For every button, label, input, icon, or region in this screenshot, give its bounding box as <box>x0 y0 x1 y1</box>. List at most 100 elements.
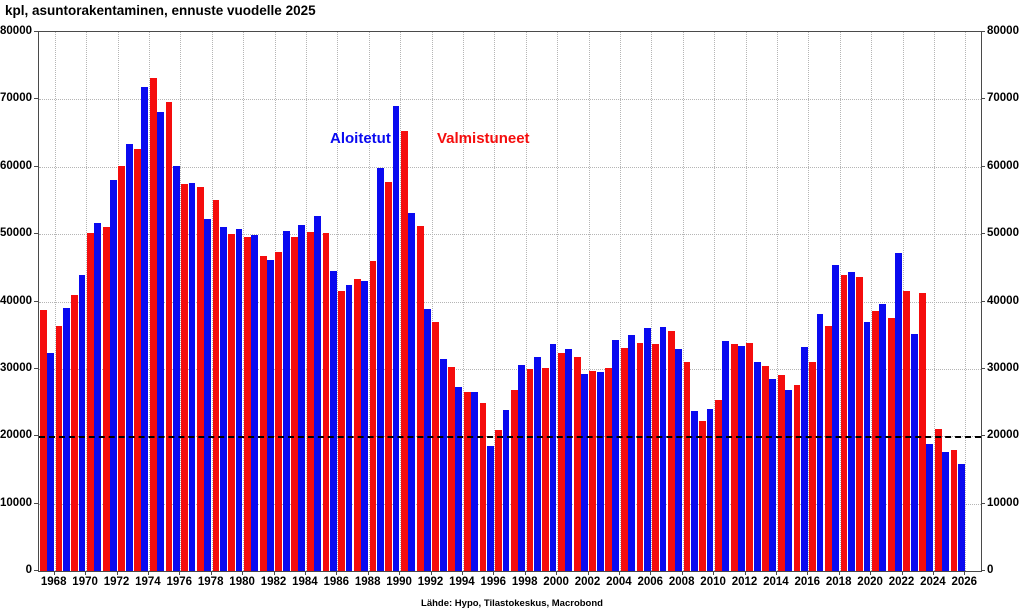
x-axis-label-1976: 1976 <box>166 576 193 588</box>
y-axis-label-left-30000: 30000 <box>0 361 32 374</box>
bar-aloitetut-1978 <box>219 227 227 571</box>
bar-aloitetut-1988 <box>376 168 384 571</box>
bar-aloitetut-2012 <box>753 362 761 571</box>
x-axis-label-2002: 2002 <box>574 576 601 588</box>
x-tick-1974 <box>147 571 149 575</box>
x-tick-2004 <box>618 571 620 575</box>
bar-valmistuneet-2025 <box>950 450 958 571</box>
bar-valmistuneet-1970 <box>87 233 94 571</box>
bar-valmistuneet-2016 <box>809 362 817 571</box>
gridline-y-60000 <box>39 166 981 168</box>
gridline-x-1994 <box>462 32 464 571</box>
bar-aloitetut-2007 <box>675 349 683 571</box>
x-tick-1972 <box>116 571 118 575</box>
x-axis-label-2018: 2018 <box>825 576 852 588</box>
bar-valmistuneet-2015 <box>793 385 801 571</box>
x-tick-2008 <box>681 571 683 575</box>
bar-aloitetut-1989 <box>392 106 400 571</box>
x-tick-1970 <box>85 571 87 575</box>
bar-valmistuneet-1987 <box>353 279 361 571</box>
gridline-x-2002 <box>588 32 590 571</box>
x-axis-label-1992: 1992 <box>417 576 444 588</box>
bar-valmistuneet-1971 <box>102 227 110 571</box>
x-axis-label-1990: 1990 <box>386 576 412 588</box>
y-tick-right-20000 <box>981 435 985 437</box>
bar-aloitetut-1999 <box>549 343 557 571</box>
x-tick-2010 <box>713 571 715 575</box>
y-tick-right-60000 <box>981 165 985 167</box>
bar-valmistuneet-2022 <box>903 290 911 571</box>
x-tick-2024 <box>932 571 934 575</box>
bar-aloitetut-1973 <box>141 86 149 571</box>
legend-label-valmistuneet: Valmistuneet <box>437 130 530 147</box>
bar-aloitetut-1996 <box>502 409 510 571</box>
bar-aloitetut-1971 <box>110 179 117 571</box>
y-axis-label-left-20000: 20000 <box>0 429 32 442</box>
y-tick-left-70000 <box>34 98 38 100</box>
bar-aloitetut-1985 <box>329 271 337 571</box>
x-tick-2006 <box>650 571 652 575</box>
y-tick-right-70000 <box>981 98 985 100</box>
x-axis-label-2000: 2000 <box>543 576 569 588</box>
bar-aloitetut-2014 <box>785 390 792 571</box>
y-tick-left-50000 <box>34 233 38 235</box>
y-axis-label-right-70000: 70000 <box>987 92 1019 105</box>
bar-aloitetut-2024 <box>942 452 949 571</box>
x-axis-label-1988: 1988 <box>354 576 381 588</box>
bar-valmistuneet-1984 <box>306 232 314 571</box>
gridline-y-70000 <box>39 99 981 101</box>
x-tick-2026 <box>964 571 966 575</box>
x-axis-label-1974: 1974 <box>135 576 161 588</box>
x-tick-1992 <box>430 571 432 575</box>
bar-valmistuneet-2017 <box>824 326 832 571</box>
y-tick-right-0 <box>981 570 985 571</box>
gridline-x-1978 <box>211 32 213 571</box>
bar-valmistuneet-2023 <box>919 292 926 571</box>
x-axis-label-1978: 1978 <box>197 576 224 588</box>
gridline-y-10000 <box>39 503 981 505</box>
y-tick-right-50000 <box>981 233 985 235</box>
bar-valmistuneet-1986 <box>338 290 346 571</box>
y-tick-left-20000 <box>34 435 38 437</box>
bar-aloitetut-2005 <box>643 328 651 571</box>
bar-valmistuneet-1993 <box>448 366 455 571</box>
gridline-x-1982 <box>274 32 276 571</box>
gridline-x-1976 <box>180 32 182 571</box>
x-tick-2000 <box>556 571 558 575</box>
bar-aloitetut-2023 <box>926 444 934 571</box>
bar-valmistuneet-2008 <box>683 362 691 571</box>
bar-valmistuneet-1975 <box>165 102 173 571</box>
gridline-x-1980 <box>243 32 245 571</box>
x-tick-2018 <box>838 571 840 575</box>
y-axis-label-right-10000: 10000 <box>987 496 1019 509</box>
y-axis-label-left-0: 0 <box>25 564 32 576</box>
bar-aloitetut-1993 <box>455 387 463 571</box>
chart-title: kpl, asuntorakentaminen, ennuste vuodell… <box>5 3 316 18</box>
bar-valmistuneet-1996 <box>495 429 503 571</box>
bar-valmistuneet-1999 <box>542 367 550 571</box>
y-axis-label-left-40000: 40000 <box>0 294 32 307</box>
bar-valmistuneet-2019 <box>856 277 864 571</box>
bar-valmistuneet-1978 <box>212 199 220 571</box>
bar-aloitetut-2019 <box>863 322 871 571</box>
bar-aloitetut-1968 <box>62 308 70 571</box>
bar-valmistuneet-1983 <box>291 236 298 571</box>
bar-aloitetut-1990 <box>408 212 416 571</box>
x-tick-1978 <box>210 571 212 575</box>
bar-valmistuneet-2001 <box>573 357 581 571</box>
gridline-x-2018 <box>839 32 841 571</box>
x-tick-1968 <box>53 571 55 575</box>
bar-valmistuneet-2024 <box>934 428 942 571</box>
y-axis-label-left-70000: 70000 <box>0 92 32 105</box>
bar-valmistuneet-1979 <box>228 234 236 571</box>
x-axis-label-2014: 2014 <box>763 576 789 588</box>
bar-aloitetut-2018 <box>847 271 855 571</box>
y-axis-label-left-80000: 80000 <box>0 25 32 37</box>
gridline-x-2000 <box>557 32 559 571</box>
y-axis-label-right-80000: 80000 <box>987 25 1019 37</box>
gridline-x-1998 <box>525 32 527 571</box>
bar-aloitetut-1977 <box>204 218 212 571</box>
bar-aloitetut-1991 <box>424 308 431 571</box>
bar-aloitetut-2017 <box>832 265 840 571</box>
x-axis-label-2016: 2016 <box>794 576 821 588</box>
